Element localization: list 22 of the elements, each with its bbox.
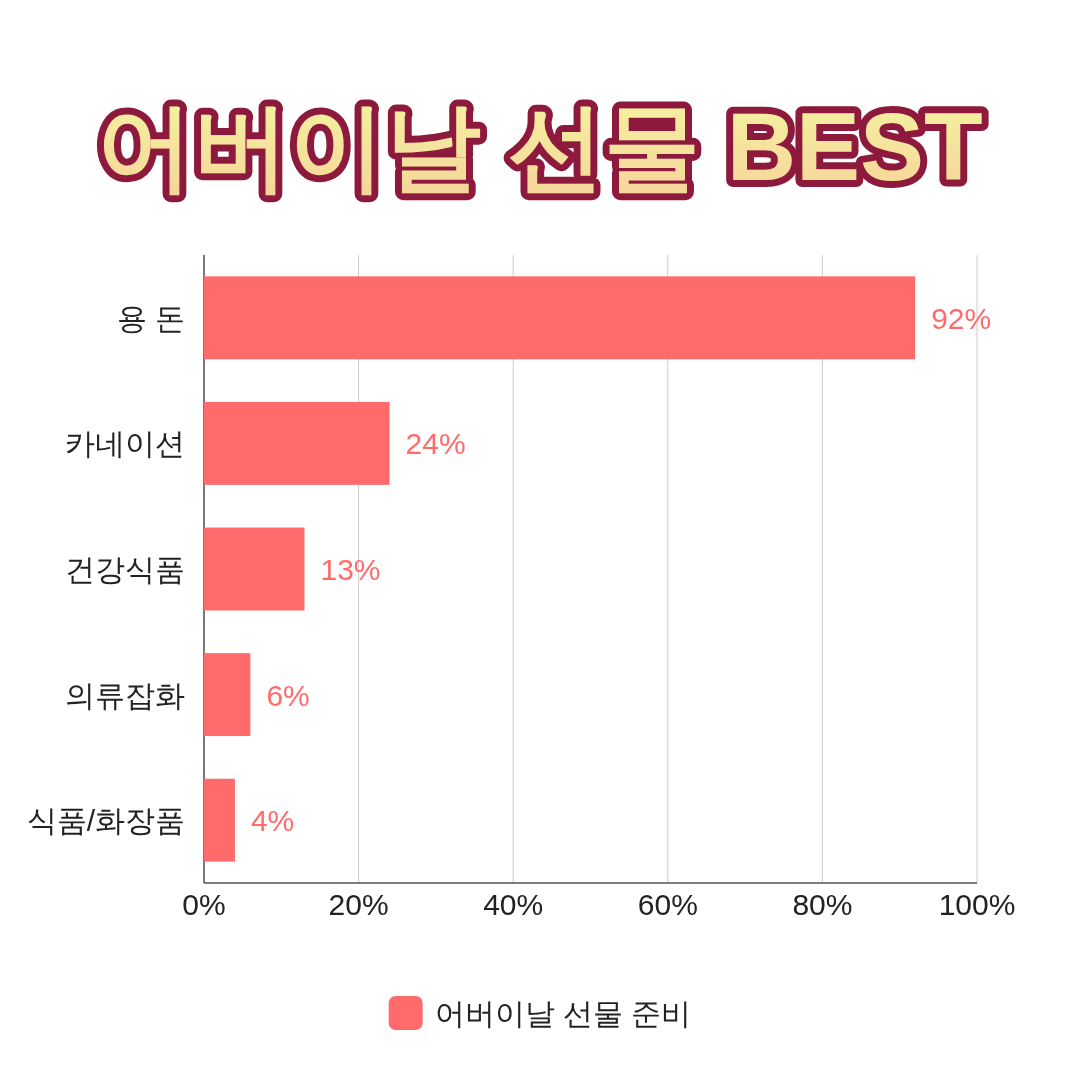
x-tick-label: 40% <box>483 888 544 921</box>
x-tick-label: 0% <box>182 888 226 921</box>
x-tick-label: 100% <box>938 888 1016 921</box>
y-tick-label: 용 돈 <box>116 301 185 335</box>
data-label: 13% <box>320 553 381 586</box>
y-tick-label: 건강식품 <box>65 553 185 586</box>
bar <box>204 276 916 360</box>
data-label: 92% <box>931 301 992 335</box>
data-label: 4% <box>250 804 295 838</box>
bar <box>204 401 390 485</box>
x-tick-label: 80% <box>792 888 853 921</box>
bar <box>204 527 305 611</box>
bar <box>204 778 235 862</box>
y-tick-label: 카네이션 <box>65 427 185 461</box>
data-label: 6% <box>266 678 310 712</box>
x-tick-label: 20% <box>328 888 389 921</box>
data-label: 24% <box>405 427 466 461</box>
y-tick-label: 의류잡화 <box>65 678 185 712</box>
x-tick-label: 60% <box>637 888 698 921</box>
bar <box>204 653 251 737</box>
legend-label: 어버이날 선물 준비 <box>434 997 692 1030</box>
y-tick-label: 식품/화장품 <box>26 804 185 838</box>
